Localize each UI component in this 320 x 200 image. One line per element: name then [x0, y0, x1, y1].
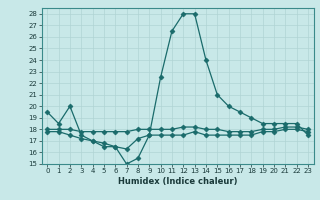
X-axis label: Humidex (Indice chaleur): Humidex (Indice chaleur): [118, 177, 237, 186]
